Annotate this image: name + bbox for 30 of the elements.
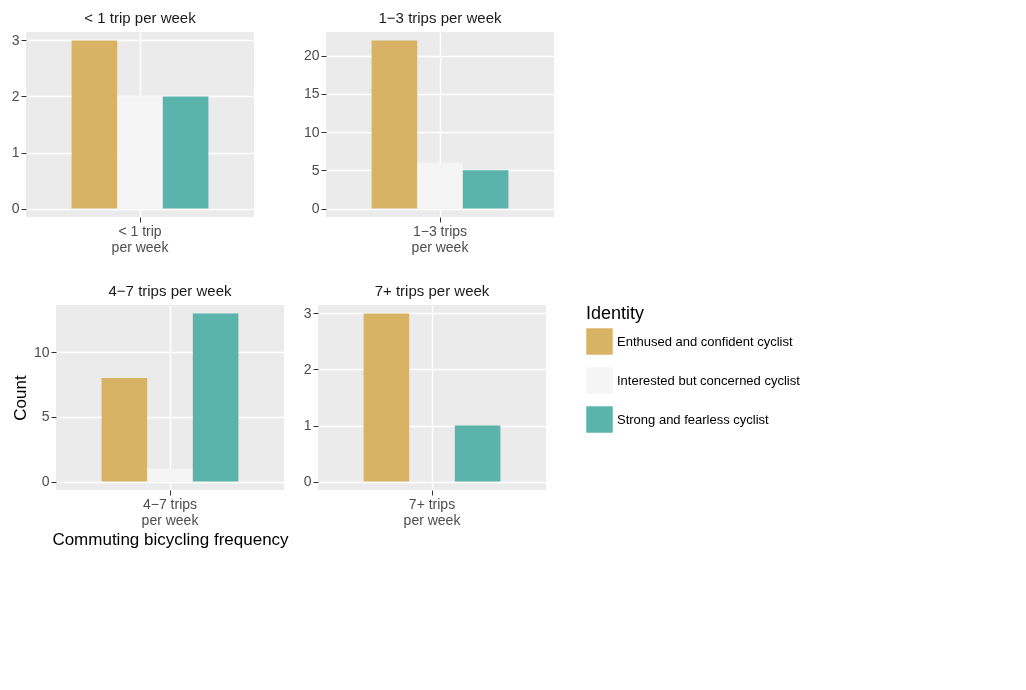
bar <box>462 170 509 209</box>
legend-title: Identity <box>586 303 645 323</box>
x-axis-title: Commuting bicycling frequency <box>52 529 290 549</box>
y-tick-label: 5 <box>311 161 320 178</box>
y-tick-label: 1 <box>303 417 312 434</box>
text: 4−7 trips per week <box>141 495 200 528</box>
y-tick-label: 20 <box>303 47 320 64</box>
y-tick-label: 0 <box>303 473 312 490</box>
y-tick-label: 15 <box>303 85 320 102</box>
bar <box>371 40 418 209</box>
y-tick-label: 10 <box>303 123 320 140</box>
y-tick-label: 5 <box>41 408 50 425</box>
text: 7+ trips per week <box>403 495 462 528</box>
y-tick-label: 2 <box>11 87 20 104</box>
y-tick-label: 0 <box>311 200 320 217</box>
bar <box>192 313 239 482</box>
y-tick-label: 3 <box>303 304 312 321</box>
bar <box>101 378 148 482</box>
legend-label: Strong and fearless cyclist <box>617 411 770 427</box>
text: 1−3 trips per week <box>411 222 470 255</box>
y-axis-title: Count <box>10 375 30 421</box>
legend-label: Enthused and confident cyclist <box>617 333 793 349</box>
y-tick-label: 3 <box>11 31 20 48</box>
legend-label: Interested but concerned cyclist <box>617 372 801 388</box>
y-tick-label: 10 <box>33 343 50 360</box>
y-tick-label: 2 <box>303 360 312 377</box>
y-tick-label: 0 <box>11 200 20 217</box>
y-tick-label: 0 <box>41 473 50 490</box>
y-tick-label: 1 <box>11 144 20 161</box>
text: < 1 trip per week <box>111 222 170 255</box>
